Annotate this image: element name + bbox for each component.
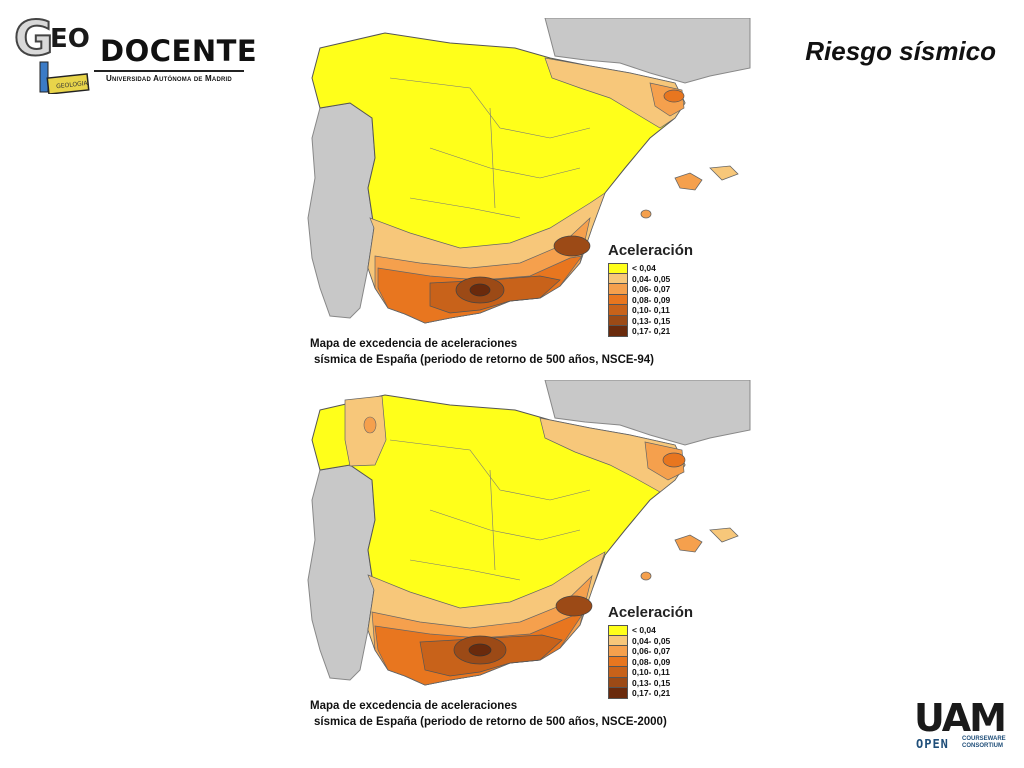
courseware-consortium: COURSEWARE CONSORTIUM	[962, 736, 1006, 750]
courseware-line2: CONSORTIUM	[962, 743, 1003, 749]
legend-item: 0,08- 0,09	[608, 294, 748, 305]
logo-word: DOCENTE	[100, 34, 258, 68]
uam-ocw-logo: UAM OPEN COURSEWARE CONSORTIUM	[912, 696, 1012, 756]
legend-label: 0,04- 0,05	[632, 635, 671, 646]
svg-text:GEOLOGIA: GEOLOGIA	[56, 80, 89, 90]
map-shapes	[307, 380, 751, 686]
legend-swatch	[608, 263, 628, 274]
legend-rows: < 0,04 0,04- 0,05 0,06- 0,07 0,08- 0,09 …	[608, 263, 748, 337]
legend-swatch	[608, 646, 628, 657]
legend-label: 0,13- 0,15	[632, 315, 671, 326]
logo-divider	[94, 70, 244, 72]
open-wordmark: OPEN	[916, 737, 949, 751]
geology-hammer-icon: GEOLOGIA	[39, 61, 90, 94]
legend-swatch	[608, 315, 628, 326]
legend-item: 0,17- 0,21	[608, 688, 748, 699]
seismic-map-nsce94: Aceleración < 0,04 0,04- 0,05 0,06- 0,07…	[290, 18, 756, 371]
legend-label: 0,10- 0,11	[632, 667, 670, 678]
legend-label: 0,08- 0,09	[632, 656, 671, 667]
legend-item: 0,10- 0,11	[608, 667, 748, 678]
legend-swatch	[608, 273, 628, 284]
legend-item: 0,06- 0,07	[608, 284, 748, 295]
logo-letters-eo: EO	[50, 24, 90, 54]
legend-title: Aceleración	[608, 242, 694, 259]
legend-swatch	[608, 305, 628, 316]
legend-label: 0,06- 0,07	[632, 646, 671, 657]
legend-label: 0,17- 0,21	[632, 688, 671, 699]
legend-label: 0,06- 0,07	[632, 284, 671, 295]
legend-item: 0,13- 0,15	[608, 315, 748, 326]
legend-swatch	[608, 667, 628, 678]
map-caption: Mapa de excedencia de aceleraciones sísm…	[310, 336, 654, 368]
page-title: Riesgo sísmico	[805, 36, 996, 66]
legend-swatch	[608, 284, 628, 295]
legend-item: 0,06- 0,07	[608, 646, 748, 657]
legend-item: 0,04- 0,05	[608, 635, 748, 646]
courseware-line1: COURSEWARE	[962, 736, 1006, 742]
legend-label: 0,13- 0,15	[632, 677, 671, 688]
legend-label: 0,08- 0,09	[632, 294, 671, 305]
caption-line2: sísmica de España (periodo de retorno de…	[314, 354, 654, 366]
legend-title: Aceleración	[608, 604, 694, 621]
geodocente-logo: GEOLOGIA G EO DOCENTE Universidad Autóno…	[13, 11, 258, 94]
legend-swatch	[608, 688, 628, 699]
caption-line1: Mapa de excedencia de aceleraciones	[310, 338, 518, 350]
acceleration-legend: Aceleración < 0,04 0,04- 0,05 0,06- 0,07…	[608, 242, 748, 337]
iberia-map	[307, 18, 751, 324]
legend-swatch	[608, 294, 628, 305]
legend-label: < 0,04	[632, 625, 656, 636]
uam-wordmark: UAM	[914, 696, 1007, 740]
legend-label: < 0,04	[632, 263, 656, 274]
logo-letter-g: G	[13, 11, 54, 67]
caption-line2: sísmica de España (periodo de retorno de…	[314, 716, 667, 728]
legend-label: 0,17- 0,21	[632, 326, 671, 337]
legend-swatch	[608, 326, 628, 337]
legend-swatch	[608, 677, 628, 688]
iberia-map	[307, 380, 751, 686]
seismic-map-nsce2000: Aceleración < 0,04 0,04- 0,05 0,06- 0,07…	[290, 380, 756, 733]
map-shapes	[307, 18, 751, 324]
logo-subtitle: Universidad Autónoma de Madrid	[106, 74, 232, 83]
caption-line1: Mapa de excedencia de aceleraciones	[310, 700, 518, 712]
acceleration-legend: Aceleración < 0,04 0,04- 0,05 0,06- 0,07…	[608, 604, 748, 699]
legend-item: 0,04- 0,05	[608, 273, 748, 284]
legend-item: 0,17- 0,21	[608, 326, 748, 337]
map-caption: Mapa de excedencia de aceleraciones sísm…	[310, 698, 667, 730]
legend-item: < 0,04	[608, 625, 748, 636]
legend-item: 0,13- 0,15	[608, 677, 748, 688]
legend-item: 0,08- 0,09	[608, 656, 748, 667]
legend-swatch	[608, 635, 628, 646]
legend-swatch	[608, 656, 628, 667]
legend-swatch	[608, 625, 628, 636]
legend-rows: < 0,04 0,04- 0,05 0,06- 0,07 0,08- 0,09 …	[608, 625, 748, 699]
legend-item: 0,10- 0,11	[608, 305, 748, 316]
legend-label: 0,10- 0,11	[632, 305, 670, 316]
legend-label: 0,04- 0,05	[632, 273, 671, 284]
legend-item: < 0,04	[608, 263, 748, 274]
